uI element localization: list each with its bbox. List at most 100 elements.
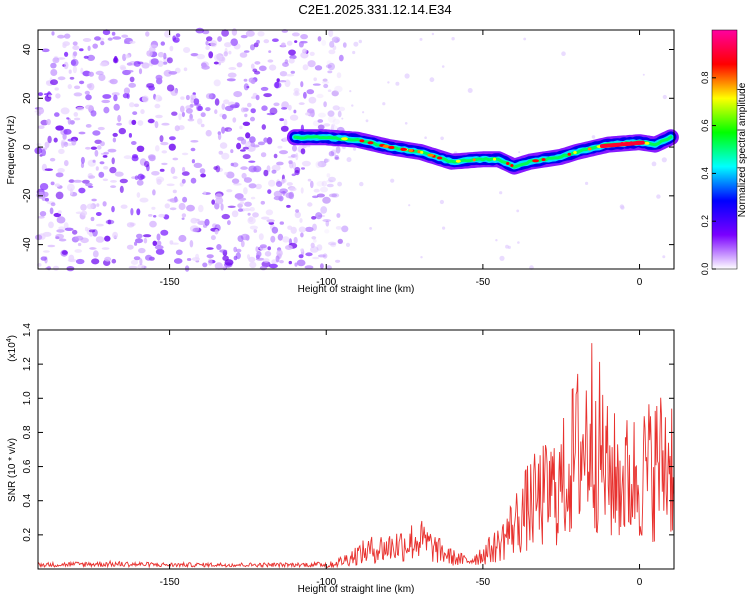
noise-blob — [50, 69, 58, 76]
noise-blob — [242, 121, 251, 127]
noise-dot — [369, 227, 372, 230]
noise-blob — [199, 168, 206, 174]
noise-blob — [337, 241, 346, 245]
noise-blob — [256, 39, 260, 44]
noise-blob — [161, 150, 168, 154]
noise-blob — [48, 94, 52, 98]
noise-blob — [43, 191, 49, 197]
noise-dot — [358, 39, 362, 44]
noise-blob — [50, 62, 57, 69]
noise-blob — [73, 51, 78, 57]
noise-blob — [92, 159, 96, 163]
noise-blob — [328, 241, 337, 246]
noise-blob — [73, 117, 81, 121]
noise-blob — [74, 235, 84, 241]
noise-blob — [109, 166, 117, 174]
noise-blob — [153, 215, 157, 218]
noise-blob — [332, 45, 337, 51]
noise-blob — [309, 51, 315, 57]
noise-blob — [160, 229, 169, 236]
noise-blob — [178, 234, 187, 243]
spectrogram-xtick-label: -150 — [160, 277, 180, 288]
noise-blob — [331, 90, 339, 97]
noise-blob — [262, 258, 270, 263]
noise-blob — [316, 93, 324, 99]
noise-blob — [307, 108, 315, 114]
noise-blob — [85, 94, 92, 101]
noise-blob — [226, 171, 235, 179]
noise-blob — [243, 187, 248, 195]
noise-blob — [138, 247, 146, 254]
snr-panel: -150 -100 -50 0 0.2 0.4 0.6 0.8 1.0 1.2 1.4 Height… — [6, 323, 675, 595]
noise-blob — [169, 45, 174, 52]
noise-blob — [92, 250, 99, 258]
noise-blob — [87, 45, 91, 51]
noise-blob — [281, 178, 285, 184]
noise-blob — [243, 78, 248, 82]
noise-blob — [227, 205, 236, 208]
noise-blob — [320, 186, 328, 193]
noise-blob — [161, 162, 168, 166]
noise-blob — [116, 122, 122, 126]
noise-blob — [147, 118, 155, 124]
noise-blob — [325, 64, 332, 69]
noise-blob — [152, 240, 158, 246]
noise-blob — [156, 233, 161, 241]
noise-blob — [279, 71, 288, 77]
noise-blob — [306, 89, 315, 95]
noise-blob — [72, 65, 77, 74]
noise-blob — [320, 206, 328, 214]
snr-ylabel: SNR (10 * v/v) — [7, 438, 18, 502]
noise-blob — [268, 179, 276, 187]
noise-blob — [136, 179, 144, 186]
noise-blob — [133, 103, 140, 108]
noise-blob — [187, 118, 195, 122]
noise-dot — [439, 199, 444, 205]
noise-blob — [258, 233, 264, 241]
colorbar-gradient — [711, 29, 738, 270]
noise-dot — [662, 94, 667, 100]
noise-blob — [323, 123, 331, 127]
noise-dot — [440, 136, 444, 141]
noise-blob — [243, 208, 251, 212]
noise-blob — [149, 220, 157, 228]
noise-blob — [247, 145, 256, 152]
noise-dot — [431, 32, 435, 36]
noise-blob — [276, 161, 284, 166]
noise-blob — [102, 178, 109, 182]
noise-blob — [41, 48, 50, 53]
noise-blob — [128, 265, 138, 269]
noise-blob — [139, 197, 149, 203]
noise-blob — [296, 259, 306, 267]
noise-blob — [126, 69, 134, 73]
noise-blob — [307, 202, 313, 207]
noise-blob — [57, 168, 65, 173]
noise-blob — [39, 211, 47, 217]
noise-blob — [293, 109, 297, 114]
noise-blob — [298, 102, 305, 105]
noise-blob — [67, 84, 73, 90]
noise-blob — [307, 60, 316, 68]
noise-blob — [317, 214, 326, 218]
noise-blob — [123, 155, 132, 160]
noise-blob — [114, 171, 124, 177]
noise-blob — [335, 146, 341, 154]
noise-blob — [44, 168, 53, 171]
noise-blob — [324, 229, 330, 234]
noise-blob — [183, 47, 191, 53]
noise-blob — [248, 183, 257, 189]
noise-blob — [68, 254, 75, 262]
ridge-peak — [573, 151, 577, 154]
noise-blob — [312, 223, 317, 231]
noise-blob — [276, 249, 283, 257]
noise-blob — [334, 155, 339, 160]
noise-dot — [352, 50, 356, 55]
noise-blob — [112, 137, 117, 143]
noise-blob — [137, 61, 144, 65]
noise-blob — [126, 62, 133, 66]
noise-blob — [338, 54, 344, 62]
noise-blob — [112, 36, 122, 40]
noise-blob — [80, 204, 87, 211]
noise-blob — [293, 87, 300, 93]
noise-blob — [341, 225, 349, 233]
